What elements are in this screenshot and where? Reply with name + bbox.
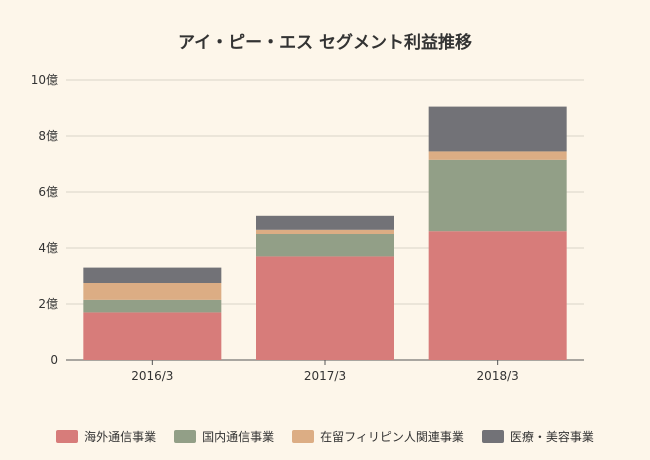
bar-segment-3: [256, 215, 394, 230]
legend-label: 在留フィリピン人関連事業: [320, 430, 464, 444]
bar-segment-1: [256, 234, 394, 257]
y-tick-label: 10億: [31, 73, 58, 87]
y-tick-label: 2億: [38, 297, 58, 311]
y-tick-label: 4億: [38, 241, 58, 255]
y-tick-label: 6億: [38, 185, 58, 199]
legend-item[interactable]: 国内通信事業: [174, 428, 274, 445]
bar-segment-1: [428, 159, 567, 232]
y-tick-label: 8億: [38, 129, 58, 143]
legend-item[interactable]: 医療・美容事業: [481, 428, 594, 445]
bar-segment-2: [256, 229, 394, 234]
legend-label: 医療・美容事業: [509, 430, 594, 444]
legend-swatch: [56, 430, 79, 443]
bar-segment-0: [83, 312, 222, 360]
legend-item[interactable]: 海外通信事業: [56, 428, 156, 445]
legend-label: 海外通信事業: [84, 430, 157, 444]
legend-swatch: [174, 430, 197, 443]
bar-segment-1: [83, 299, 222, 313]
x-tick-label: 2018/3: [477, 369, 519, 383]
bar-segment-0: [256, 256, 394, 360]
bar-segment-3: [83, 267, 222, 283]
legend-item[interactable]: 在留フィリピン人関連事業: [292, 428, 464, 445]
chart-title: アイ・ピー・エス セグメント利益推移: [177, 33, 473, 53]
bar-segment-0: [428, 231, 567, 360]
bar-segment-2: [83, 283, 222, 300]
y-tick-label: 0: [50, 353, 58, 367]
bar-segment-3: [428, 106, 567, 152]
x-tick-label: 2017/3: [304, 369, 346, 383]
legend-swatch: [292, 430, 315, 443]
chart-legend: 海外通信事業 国内通信事業 在留フィリピン人関連事業 医療・美容事業: [0, 428, 650, 445]
x-tick-label: 2016/3: [131, 369, 173, 383]
legend-swatch: [481, 430, 504, 443]
legend-label: 国内通信事業: [202, 430, 275, 444]
bar-segment-2: [428, 151, 567, 160]
